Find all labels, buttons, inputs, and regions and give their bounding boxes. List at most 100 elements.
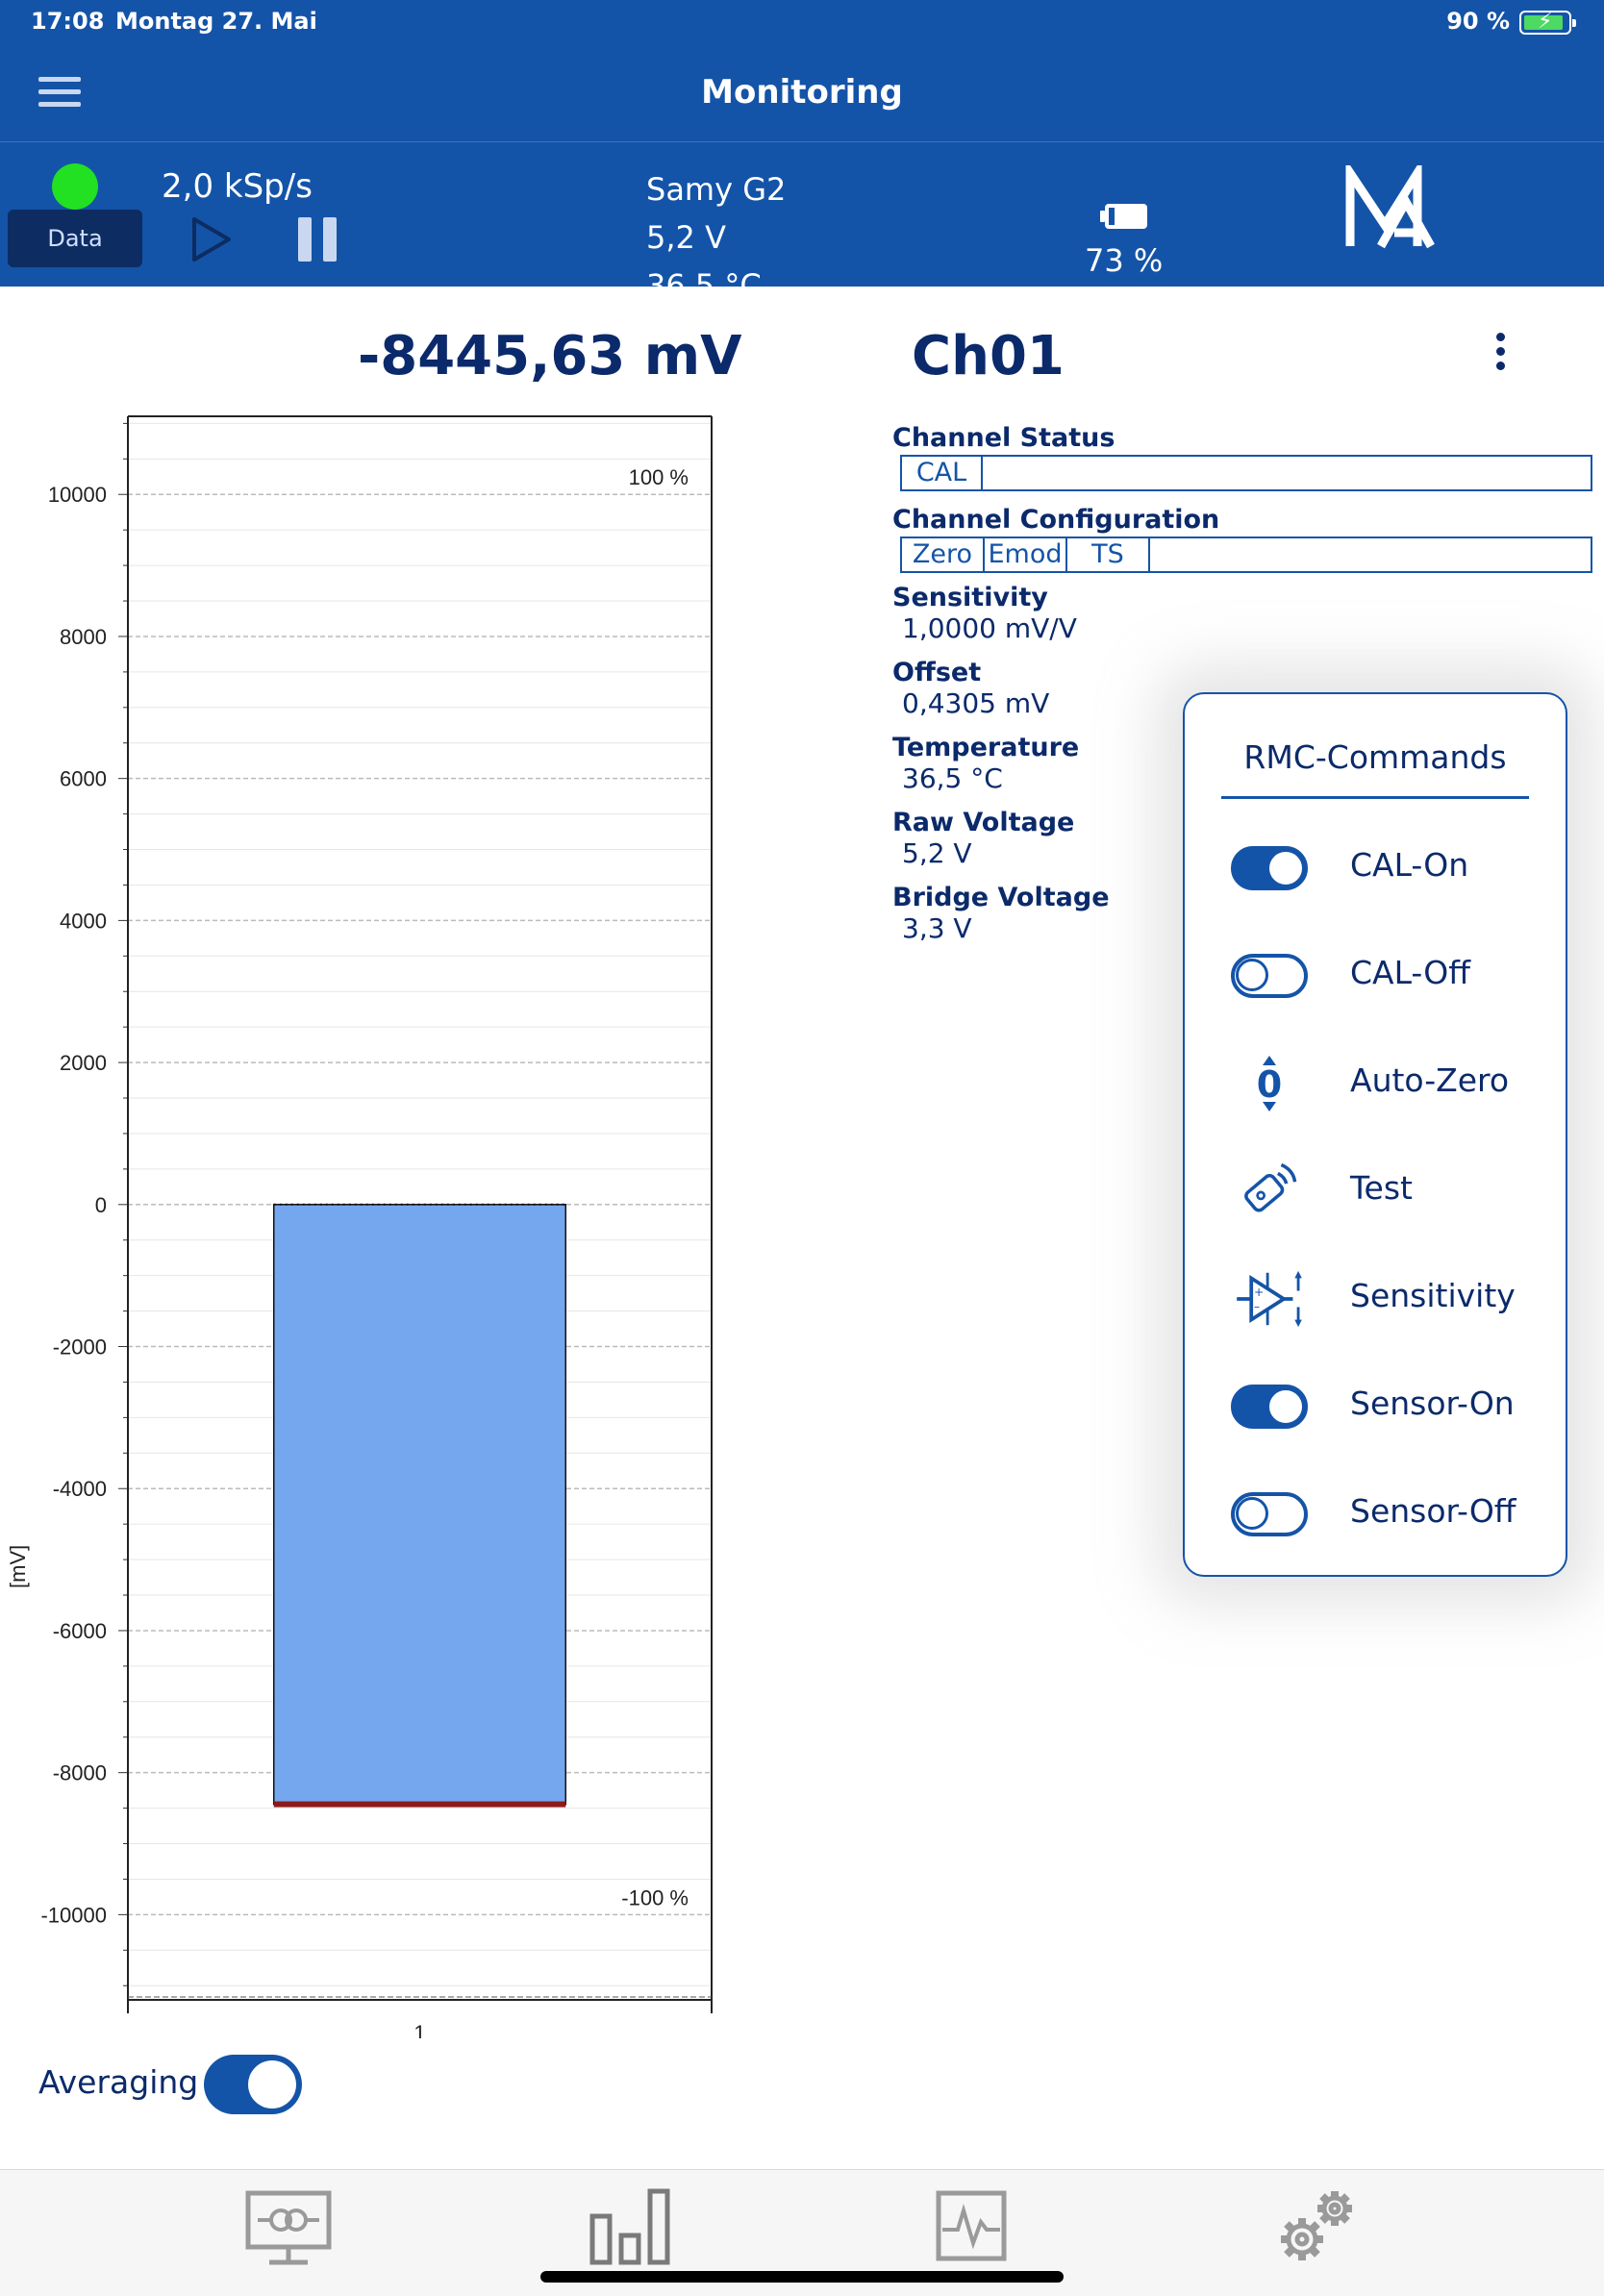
play-icon[interactable] <box>190 215 233 263</box>
waveform-icon[interactable] <box>923 2184 1019 2270</box>
sensitivity-cmd-label: Sensitivity <box>1350 1277 1516 1314</box>
averaging-toggle[interactable] <box>204 2055 302 2114</box>
y-tick-label: 10000 <box>48 483 107 507</box>
test-label: Test <box>1350 1169 1413 1207</box>
page-title: Monitoring <box>701 73 903 112</box>
config-cell-ts: TS <box>1067 538 1150 571</box>
y-axis-label: [mV] <box>6 1544 30 1588</box>
bar-chart: 10000 8000 6000 4000 2000 0 -2000 -4000 -6000 -80… <box>0 404 769 2038</box>
raw-voltage-label: Raw Voltage <box>892 808 1075 837</box>
raw-voltage-value: 5,2 V <box>902 837 972 869</box>
cal-on-toggle[interactable] <box>1231 846 1308 890</box>
gears-icon[interactable] <box>1267 2184 1364 2270</box>
bar-chart-icon[interactable] <box>583 2184 679 2270</box>
y-tick-label: -2000 <box>53 1335 107 1360</box>
y-tick-label: 0 <box>95 1193 107 1217</box>
sensor-on-label: Sensor-On <box>1350 1385 1515 1422</box>
auto-zero-command[interactable]: 0 Auto-Zero <box>1231 1054 1558 1111</box>
cal-on-command[interactable]: CAL-On <box>1231 838 1558 896</box>
bridge-voltage-label: Bridge Voltage <box>892 883 1110 912</box>
device-temperature: 36,5 °C <box>646 267 762 304</box>
config-cell-empty <box>1150 538 1591 571</box>
channel-status-box: CAL <box>900 455 1592 491</box>
temperature-label: Temperature <box>892 733 1080 762</box>
channel-details: Channel Status CAL Channel Configuration… <box>892 423 1592 944</box>
device-info: Samy G2 5,2 V 36,5 °C <box>646 165 786 310</box>
sensitivity-label: Sensitivity <box>892 583 1048 612</box>
measurement-value: -8445,63 mV <box>358 325 742 387</box>
status-time: 17:08 <box>31 8 105 35</box>
sensitivity-field: Sensitivity 1,0000 mV/V <box>892 583 1585 644</box>
status-cell-empty <box>983 457 1591 489</box>
config-cell-emod: Emod <box>985 538 1067 571</box>
status-bar: 17:08 Montag 27. Mai 90 % ⚡ <box>0 0 1604 44</box>
monitor-icon[interactable] <box>240 2184 337 2270</box>
raw-voltage-field: Raw Voltage 5,2 V <box>892 808 1585 869</box>
rmc-commands-panel: RMC-Commands CAL-On CAL-Off 0 Auto-Zero … <box>1183 692 1567 1577</box>
bridge-voltage-field: Bridge Voltage 3,3 V <box>892 883 1585 944</box>
nav-bar: Monitoring <box>0 44 1604 142</box>
channel-status-label: Channel Status <box>892 423 1115 453</box>
battery-charging-icon: ⚡ <box>1519 11 1576 35</box>
data-button[interactable]: Data <box>8 210 142 267</box>
temperature-field: Temperature 36,5 °C <box>892 733 1585 794</box>
sensor-on-command[interactable]: Sensor-On <box>1231 1377 1558 1435</box>
device-voltage: 5,2 V <box>646 219 726 256</box>
temperature-value: 36,5 °C <box>902 762 1003 794</box>
pause-icon[interactable] <box>298 217 338 262</box>
y-tick-label: -8000 <box>53 1761 107 1785</box>
cal-on-label: CAL-On <box>1350 846 1469 884</box>
status-cell-cal: CAL <box>902 457 983 489</box>
sensor-off-toggle[interactable] <box>1231 1492 1308 1536</box>
percent-annotation: -100 % <box>621 1885 689 1909</box>
y-tick-label: 2000 <box>60 1051 107 1075</box>
svg-text:0: 0 <box>1257 1063 1282 1106</box>
channel-name: Ch01 <box>912 325 1065 387</box>
device-battery-icon <box>1100 204 1147 229</box>
home-indicator <box>540 2271 1064 2283</box>
y-tick-label: 4000 <box>60 909 107 933</box>
auto-zero-icon: 0 <box>1257 1056 1282 1111</box>
remote-test-icon <box>1244 1162 1297 1212</box>
averaging-label: Averaging <box>38 2063 199 2101</box>
percent-annotation: 100 % <box>629 465 689 489</box>
rmc-title: RMC-Commands <box>1243 738 1507 776</box>
y-tick-label: -4000 <box>53 1477 107 1501</box>
y-tick-label: 6000 <box>60 767 107 791</box>
offset-value: 0,4305 mV <box>902 687 1050 719</box>
offset-label: Offset <box>892 658 982 687</box>
bridge-voltage-value: 3,3 V <box>902 912 972 944</box>
cal-off-command[interactable]: CAL-Off <box>1231 946 1558 1004</box>
connection-status-led <box>52 163 98 210</box>
sensitivity-value: 1,0000 mV/V <box>902 612 1077 644</box>
sample-rate: 2,0 kSp/s <box>162 167 313 206</box>
bar-value-marker <box>273 1801 566 1808</box>
device-battery-percent: 73 % <box>1085 242 1164 279</box>
more-options-icon[interactable] <box>1491 333 1510 371</box>
svg-text:+: + <box>1254 1285 1264 1299</box>
device-info-bar: 2,0 kSp/s Data Samy G2 5,2 V 36,5 °C 73 … <box>0 142 1604 304</box>
status-battery-text: 90 % <box>1446 8 1510 35</box>
sensor-off-command[interactable]: Sensor-Off <box>1231 1485 1558 1542</box>
company-logo <box>1345 165 1435 249</box>
channel-config-box: Zero Emod TS <box>900 537 1592 573</box>
y-tick-label: -10000 <box>40 1903 107 1927</box>
device-name: Samy G2 <box>646 171 787 208</box>
channel-configuration-label: Channel Configuration <box>892 505 1220 535</box>
offset-field: Offset 0,4305 mV <box>892 658 1585 719</box>
auto-zero-label: Auto-Zero <box>1350 1061 1510 1099</box>
y-tick-label: 8000 <box>60 625 107 649</box>
amplifier-icon: + – <box>1237 1270 1302 1328</box>
rmc-divider <box>1221 796 1529 799</box>
x-tick-label: 1 <box>414 2021 425 2038</box>
test-command[interactable]: Test <box>1231 1161 1558 1219</box>
bar-chart-svg: 10000 8000 6000 4000 2000 0 -2000 -4000 -6000 -80… <box>40 415 713 2038</box>
cal-off-toggle[interactable] <box>1231 954 1308 998</box>
svg-text:–: – <box>1254 1300 1260 1313</box>
sensor-off-label: Sensor-Off <box>1350 1492 1516 1530</box>
hamburger-menu-icon[interactable] <box>38 77 81 108</box>
sensor-on-toggle[interactable] <box>1231 1385 1308 1429</box>
y-tick-label: -6000 <box>53 1619 107 1643</box>
sensitivity-command[interactable]: + – Sensitivity <box>1231 1269 1558 1328</box>
cal-off-label: CAL-Off <box>1350 954 1470 991</box>
